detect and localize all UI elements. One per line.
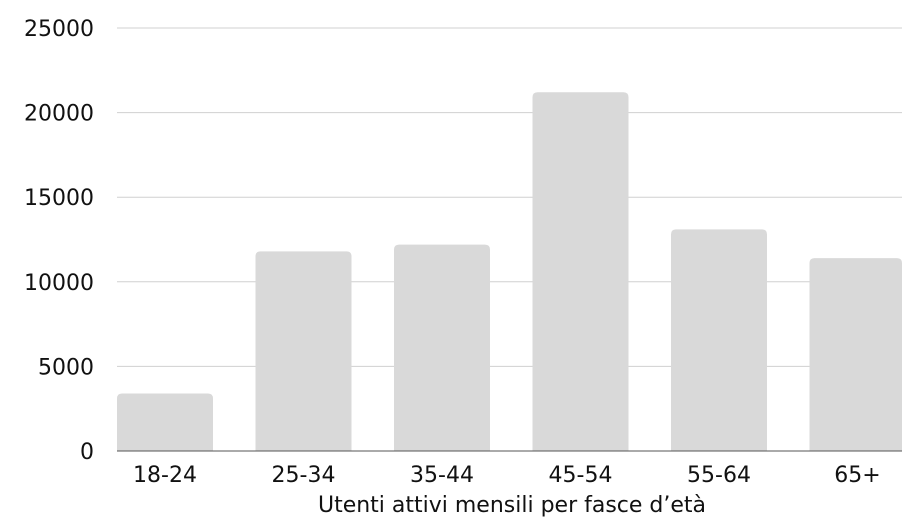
y-tick-label: 25000 (24, 17, 94, 42)
x-axis-title: Utenti attivi mensili per fasce d’età (318, 493, 706, 518)
bar-55-64 (671, 229, 767, 451)
x-tick-label: 45-54 (549, 463, 613, 488)
y-tick-label: 0 (80, 440, 94, 465)
x-tick-label: 18-24 (133, 463, 197, 488)
bar-45-54 (532, 92, 629, 452)
bars (117, 92, 902, 452)
y-tick-label: 20000 (24, 102, 94, 127)
bar-35-44 (394, 244, 490, 451)
gridlines (117, 27, 902, 367)
x-tick-label: 55-64 (687, 463, 751, 488)
y-tick-label: 10000 (24, 271, 94, 296)
y-tick-label: 5000 (38, 355, 94, 380)
bar-25-34 (255, 251, 352, 451)
x-tick-label: 25-34 (272, 463, 336, 488)
y-tick-labels: 0 5000 10000 15000 20000 25000 (24, 17, 94, 465)
x-tick-label: 65+ (834, 463, 880, 488)
x-tick-label: 35-44 (410, 463, 474, 488)
x-tick-labels: 18-24 25-34 35-44 45-54 55-64 65+ (133, 463, 881, 488)
bar-65+ (809, 258, 902, 451)
y-tick-label: 15000 (24, 186, 94, 211)
bar-18-24 (117, 393, 213, 451)
